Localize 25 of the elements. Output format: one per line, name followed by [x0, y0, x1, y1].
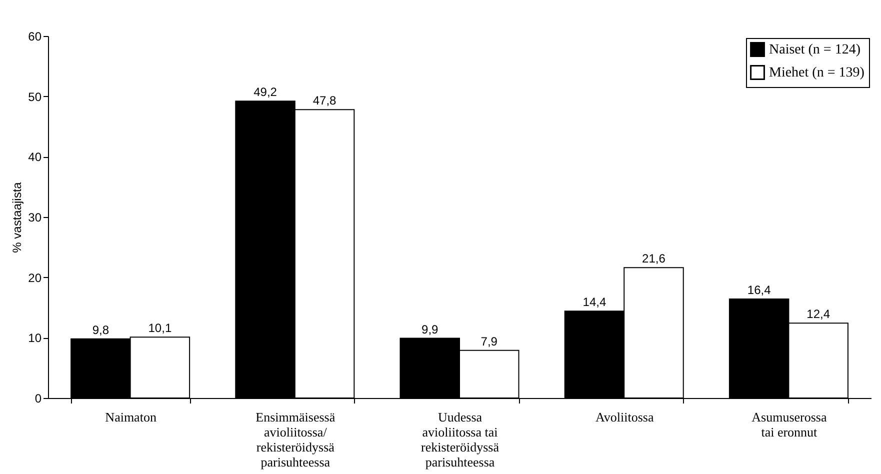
data-label: 10,1	[148, 321, 172, 336]
y-tick-label: 10	[28, 331, 42, 346]
x-tick-label: Avoliitossa	[595, 410, 654, 424]
y-tick-label: 30	[28, 210, 42, 224]
data-label: 9,8	[92, 322, 110, 337]
y-tick-label: 0	[34, 392, 42, 406]
y-tick-label: 20	[28, 270, 42, 285]
x-tick-label: Ensimmäisessä avioliitossa/ rekisteröidyssä parisuhteessa	[256, 410, 336, 470]
y-tick-label: 40	[28, 150, 42, 164]
data-label: 9,9	[422, 322, 439, 336]
data-label: 49,2	[254, 85, 278, 100]
y-tick-label: 60	[28, 30, 42, 44]
legend-label: Naiset (n = 124)	[769, 42, 861, 58]
x-tick-label: Uudessa avioliitossa tai rekisteröidyssä parisuhteessa	[421, 410, 500, 470]
legend-label: Miehet (n = 139)	[769, 66, 865, 80]
data-label: 7,9	[480, 334, 498, 348]
y-tick-label: 50	[28, 90, 42, 104]
data-label: 14,4	[582, 295, 606, 310]
data-label: 21,6	[642, 252, 666, 266]
data-label: 47,8	[312, 94, 337, 108]
data-label: 12,4	[806, 307, 830, 322]
data-label: 16,4	[747, 283, 772, 298]
x-tick-label: Naimaton	[105, 410, 157, 424]
x-tick-label: Asumuserossa tai eronnut	[752, 410, 827, 440]
y-axis-title: % vastaajista	[10, 182, 24, 253]
